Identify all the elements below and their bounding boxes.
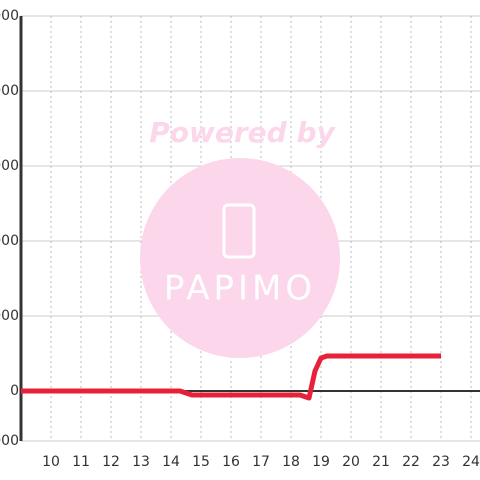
data-line [21, 353, 441, 401]
y-tick-label: 60,000 [0, 233, 19, 249]
x-tick-label: 21 [372, 454, 390, 470]
y-tick-label: 0 [10, 383, 19, 399]
y-tick-label: 150,000 [0, 8, 19, 24]
watermark: Powered by PAPIMO [140, 116, 340, 358]
y-tick-label: 120,000 [0, 83, 19, 99]
x-tick-label: 15 [192, 454, 210, 470]
x-tick-label: 10 [42, 454, 60, 470]
x-tick-label: 19 [312, 454, 330, 470]
x-tick-label: 20 [342, 454, 360, 470]
x-tick-label: 23 [432, 454, 450, 470]
x-tick-label: 11 [72, 454, 90, 470]
x-tick-label: 18 [282, 454, 300, 470]
y-tick-label: -20,000 [0, 433, 19, 449]
watermark-text: Powered by [149, 116, 336, 149]
y-tick-label: 90,000 [0, 158, 19, 174]
x-tick-label: 17 [252, 454, 270, 470]
x-tick-label: 24 [462, 454, 480, 470]
x-tick-label: 13 [132, 454, 150, 470]
x-tick-label: 14 [162, 454, 180, 470]
y-tick-label: 30,000 [0, 308, 19, 324]
watermark-phone [222, 203, 256, 259]
x-tick-label: 12 [102, 454, 120, 470]
x-tick-label: 16 [222, 454, 240, 470]
watermark-logo: PAPIMO [164, 269, 316, 309]
x-tick-label: 22 [402, 454, 420, 470]
